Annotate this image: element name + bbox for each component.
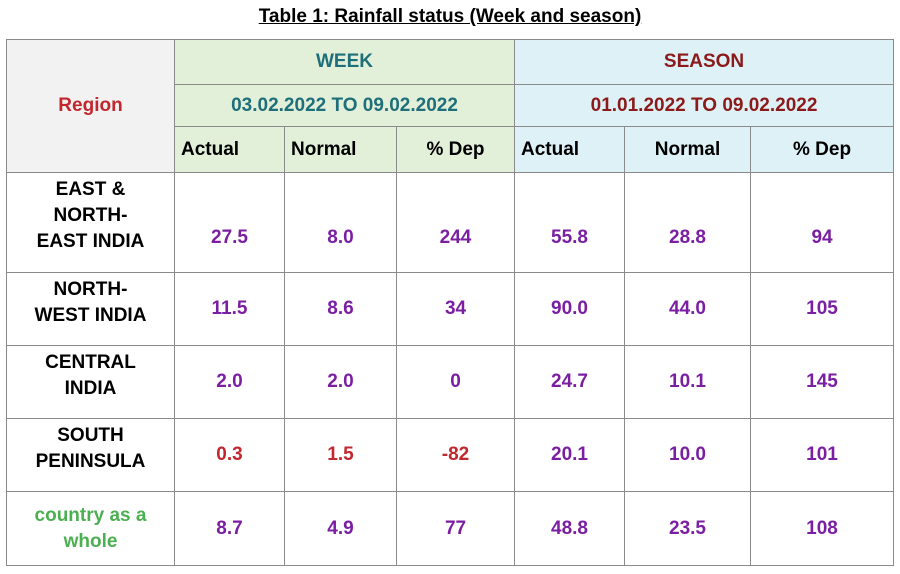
table-row: EAST & NORTH- EAST INDIA 27.5 8.0 244 55… bbox=[6, 172, 895, 273]
col-week-normal: Normal bbox=[284, 126, 397, 173]
region-cell: country as a whole bbox=[6, 491, 175, 566]
col-week-dep: % Dep bbox=[395, 126, 516, 173]
week-actual-cell: 2.0 bbox=[174, 345, 285, 419]
region-line: NORTH- bbox=[53, 205, 128, 226]
week-dep-cell: -82 bbox=[395, 418, 516, 492]
week-actual-cell: 27.5 bbox=[174, 172, 285, 273]
week-header: WEEK bbox=[173, 39, 516, 85]
season-actual-cell: 90.0 bbox=[514, 272, 626, 346]
region-line: PENINSULA bbox=[35, 451, 146, 472]
table-title: Table 1: Rainfall status (Week and seaso… bbox=[258, 6, 642, 27]
season-normal-cell: 44.0 bbox=[624, 272, 752, 346]
season-normal-cell: 23.5 bbox=[624, 491, 752, 566]
col-season-normal: Normal bbox=[624, 126, 752, 173]
season-dep-cell: 108 bbox=[750, 491, 895, 566]
rainfall-table: Region WEEK SEASON 03.02.2022 TO 09.02.2… bbox=[6, 39, 895, 566]
region-line: country as a bbox=[34, 504, 147, 526]
region-line: whole bbox=[63, 530, 118, 552]
season-dep-cell: 145 bbox=[750, 345, 895, 419]
region-line: NORTH- bbox=[53, 279, 128, 300]
season-actual-cell: 24.7 bbox=[514, 345, 626, 419]
week-actual-cell: 8.7 bbox=[174, 491, 285, 566]
table-row: country as a whole 8.7 4.9 77 48.8 23.5 … bbox=[6, 491, 895, 566]
region-cell: NORTH- WEST INDIA bbox=[6, 272, 175, 346]
col-week-actual: Actual bbox=[174, 126, 285, 173]
season-normal-cell: 28.8 bbox=[624, 172, 752, 273]
week-dep-cell: 77 bbox=[395, 491, 516, 566]
week-actual-cell: 11.5 bbox=[174, 272, 285, 346]
region-line: INDIA bbox=[64, 378, 117, 399]
season-normal-cell: 10.1 bbox=[624, 345, 752, 419]
season-dep-cell: 101 bbox=[750, 418, 895, 492]
week-normal-cell: 1.5 bbox=[284, 418, 397, 492]
season-dep-cell: 105 bbox=[750, 272, 895, 346]
table-row: CENTRAL INDIA 2.0 2.0 0 24.7 10.1 145 bbox=[6, 345, 895, 419]
season-actual-cell: 55.8 bbox=[514, 172, 626, 273]
season-normal-cell: 10.0 bbox=[624, 418, 752, 492]
col-season-dep: % Dep bbox=[750, 126, 895, 173]
region-header: Region bbox=[6, 39, 175, 173]
table-row: SOUTH PENINSULA 0.3 1.5 -82 20.1 10.0 10… bbox=[6, 418, 895, 492]
week-normal-cell: 2.0 bbox=[284, 345, 397, 419]
table-row: NORTH- WEST INDIA 11.5 8.6 34 90.0 44.0 … bbox=[6, 272, 895, 346]
region-cell: SOUTH PENINSULA bbox=[6, 418, 175, 492]
region-line: SOUTH bbox=[57, 425, 124, 446]
week-normal-cell: 4.9 bbox=[284, 491, 397, 566]
region-line: CENTRAL bbox=[45, 352, 136, 373]
week-dep-cell: 0 bbox=[395, 345, 516, 419]
region-cell: CENTRAL INDIA bbox=[6, 345, 175, 419]
region-line: EAST INDIA bbox=[36, 231, 145, 252]
season-header: SEASON bbox=[514, 39, 895, 85]
region-line: EAST & bbox=[55, 179, 126, 200]
region-cell: EAST & NORTH- EAST INDIA bbox=[6, 172, 175, 273]
col-season-actual: Actual bbox=[514, 126, 626, 173]
week-actual-cell: 0.3 bbox=[174, 418, 285, 492]
season-dep-cell: 94 bbox=[750, 172, 895, 273]
season-actual-cell: 48.8 bbox=[514, 491, 626, 566]
season-period: 01.01.2022 TO 09.02.2022 bbox=[514, 84, 895, 127]
week-normal-cell: 8.6 bbox=[284, 272, 397, 346]
week-dep-cell: 34 bbox=[395, 272, 516, 346]
region-line: WEST INDIA bbox=[34, 305, 147, 326]
week-period: 03.02.2022 TO 09.02.2022 bbox=[173, 84, 516, 127]
season-actual-cell: 20.1 bbox=[514, 418, 626, 492]
week-normal-cell: 8.0 bbox=[284, 172, 397, 273]
week-dep-cell: 244 bbox=[395, 172, 516, 273]
